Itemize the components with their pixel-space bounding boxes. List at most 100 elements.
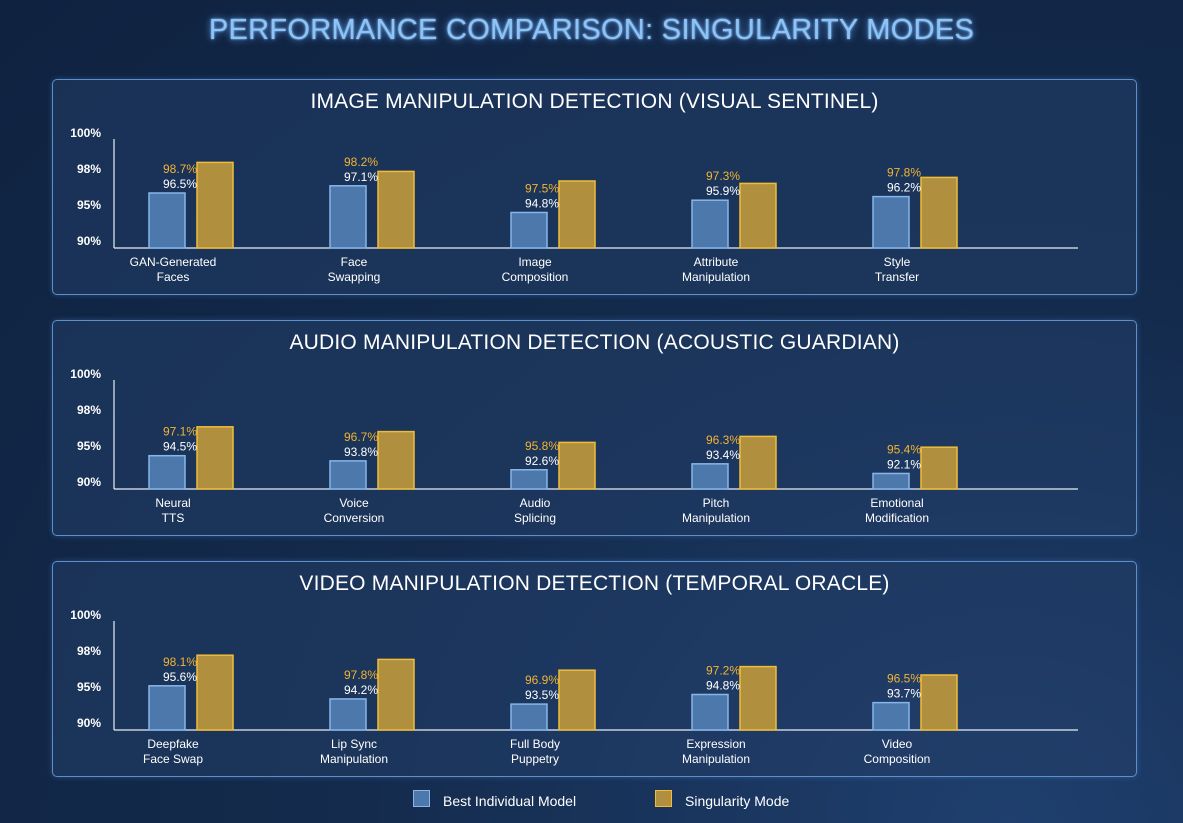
bar-individual-neural-tts — [148, 454, 186, 490]
bar-individual-gan-generated-faces — [148, 192, 186, 249]
y-tick-label: 90% — [77, 716, 101, 730]
bar-individual-voice-conversion — [329, 460, 367, 490]
data-label-individual-emotional-modification: 92.1% — [887, 457, 921, 471]
image-detection-title: IMAGE MANIPULATION DETECTION (VISUAL SEN… — [310, 90, 879, 113]
bar-individual-audio-splicing — [510, 469, 548, 490]
data-label-individual-neural-tts: 94.5% — [163, 440, 197, 454]
y-tick-label: 100% — [70, 367, 101, 381]
legend: Best Individual Model Singularity Mode — [0, 790, 1183, 812]
legend-label-singularity: Singularity Mode — [685, 793, 790, 809]
y-tick-label: 95% — [77, 439, 101, 453]
data-label-singularity-video-composition: 96.5% — [887, 672, 921, 686]
bar-individual-pitch-manipulation — [691, 463, 729, 490]
data-label-individual-pitch-manipulation: 93.4% — [706, 448, 740, 462]
data-label-individual-image-composition: 94.8% — [525, 196, 559, 210]
category-label-pitch-manipulation: Manipulation — [682, 511, 750, 525]
data-label-individual-attribute-manipulation: 95.9% — [706, 184, 740, 198]
data-label-individual-voice-conversion: 93.8% — [344, 445, 378, 459]
bar-singularity-voice-conversion — [377, 430, 415, 490]
bar-singularity-deepfake-face-swap — [196, 654, 234, 731]
category-label-audio-splicing: Audio — [520, 496, 551, 510]
bar-individual-deepfake-face-swap — [148, 685, 186, 731]
data-label-singularity-face-swapping: 98.2% — [344, 155, 378, 169]
data-label-singularity-neural-tts: 97.1% — [163, 425, 197, 439]
y-tick-label: 90% — [77, 234, 101, 248]
audio-detection-panel: AUDIO MANIPULATION DETECTION (ACOUSTIC G… — [52, 320, 1137, 536]
data-label-singularity-lip-sync-manipulation: 97.8% — [344, 668, 378, 682]
category-label-deepfake-face-swap: Face Swap — [143, 752, 203, 766]
category-label-neural-tts: Neural — [155, 496, 190, 510]
data-label-singularity-gan-generated-faces: 98.7% — [163, 162, 197, 176]
category-label-pitch-manipulation: Pitch — [703, 496, 730, 510]
data-label-singularity-full-body-puppetry: 96.9% — [525, 673, 559, 687]
bar-individual-full-body-puppetry — [510, 703, 548, 731]
category-label-style-transfer: Transfer — [875, 270, 919, 284]
category-label-full-body-puppetry: Full Body — [510, 737, 560, 751]
bar-singularity-attribute-manipulation — [739, 182, 777, 249]
data-label-singularity-pitch-manipulation: 96.3% — [706, 433, 740, 447]
data-label-individual-full-body-puppetry: 93.5% — [525, 688, 559, 702]
video-detection-panel: VIDEO MANIPULATION DETECTION (TEMPORAL O… — [52, 561, 1137, 777]
data-label-individual-face-swapping: 97.1% — [344, 170, 378, 184]
bar-individual-video-composition — [872, 701, 910, 731]
video-detection-title: VIDEO MANIPULATION DETECTION (TEMPORAL O… — [299, 572, 890, 595]
data-label-individual-deepfake-face-swap: 95.6% — [163, 670, 197, 684]
category-label-attribute-manipulation: Manipulation — [682, 270, 750, 284]
category-label-lip-sync-manipulation: Lip Sync — [331, 737, 377, 751]
data-label-individual-video-composition: 93.7% — [887, 687, 921, 701]
data-label-individual-lip-sync-manipulation: 94.2% — [344, 683, 378, 697]
y-tick-label: 100% — [70, 126, 101, 140]
data-label-singularity-style-transfer: 97.8% — [887, 166, 921, 180]
image-detection-chart: 90%95%98%100%96.5%98.7%GAN-GeneratedFace… — [70, 126, 1078, 284]
category-label-voice-conversion: Conversion — [324, 511, 385, 525]
bar-individual-attribute-manipulation — [691, 199, 729, 249]
bar-singularity-emotional-modification — [920, 446, 958, 490]
data-label-singularity-attribute-manipulation: 97.3% — [706, 169, 740, 183]
data-label-singularity-image-composition: 97.5% — [525, 181, 559, 195]
bar-singularity-lip-sync-manipulation — [377, 658, 415, 731]
bar-individual-style-transfer — [872, 195, 910, 249]
data-label-singularity-deepfake-face-swap: 98.1% — [163, 655, 197, 669]
category-label-emotional-modification: Modification — [865, 511, 929, 525]
legend-label-individual: Best Individual Model — [443, 793, 577, 809]
category-label-audio-splicing: Splicing — [514, 511, 556, 525]
category-label-expression-manipulation: Manipulation — [682, 752, 750, 766]
bar-individual-image-composition — [510, 211, 548, 249]
bar-singularity-image-composition — [558, 180, 596, 249]
y-tick-label: 98% — [77, 403, 101, 417]
y-tick-label: 98% — [77, 162, 101, 176]
category-label-image-composition: Composition — [502, 270, 569, 284]
data-label-individual-style-transfer: 96.2% — [887, 181, 921, 195]
data-label-singularity-audio-splicing: 95.8% — [525, 439, 559, 453]
category-label-attribute-manipulation: Attribute — [694, 255, 739, 269]
category-label-lip-sync-manipulation: Manipulation — [320, 752, 388, 766]
bar-singularity-face-swapping — [377, 170, 415, 249]
bar-singularity-pitch-manipulation — [739, 435, 777, 490]
legend-swatch-singularity — [655, 790, 672, 807]
category-label-neural-tts: TTS — [162, 511, 185, 525]
category-label-voice-conversion: Voice — [339, 496, 369, 510]
category-label-video-composition: Video — [882, 737, 913, 751]
audio-detection-title: AUDIO MANIPULATION DETECTION (ACOUSTIC G… — [289, 331, 900, 354]
bar-individual-expression-manipulation — [691, 693, 729, 731]
bar-singularity-video-composition — [920, 674, 958, 731]
y-tick-label: 95% — [77, 198, 101, 212]
legend-swatch-individual — [413, 790, 430, 807]
bar-individual-face-swapping — [329, 185, 367, 249]
category-label-face-swapping: Swapping — [328, 270, 381, 284]
image-detection-panel: IMAGE MANIPULATION DETECTION (VISUAL SEN… — [52, 79, 1137, 295]
data-label-singularity-voice-conversion: 96.7% — [344, 430, 378, 444]
y-tick-label: 98% — [77, 644, 101, 658]
category-label-face-swapping: Face — [341, 255, 368, 269]
category-label-gan-generated-faces: Faces — [157, 270, 190, 284]
data-label-individual-gan-generated-faces: 96.5% — [163, 177, 197, 191]
category-label-deepfake-face-swap: Deepfake — [147, 737, 199, 751]
bar-singularity-full-body-puppetry — [558, 669, 596, 731]
bar-individual-lip-sync-manipulation — [329, 698, 367, 731]
bar-singularity-neural-tts — [196, 426, 234, 490]
category-label-expression-manipulation: Expression — [686, 737, 745, 751]
bar-individual-emotional-modification — [872, 472, 910, 490]
category-label-style-transfer: Style — [884, 255, 911, 269]
audio-detection-chart: 90%95%98%100%94.5%97.1%NeuralTTS93.8%96.… — [70, 367, 1078, 525]
bar-singularity-audio-splicing — [558, 441, 596, 490]
